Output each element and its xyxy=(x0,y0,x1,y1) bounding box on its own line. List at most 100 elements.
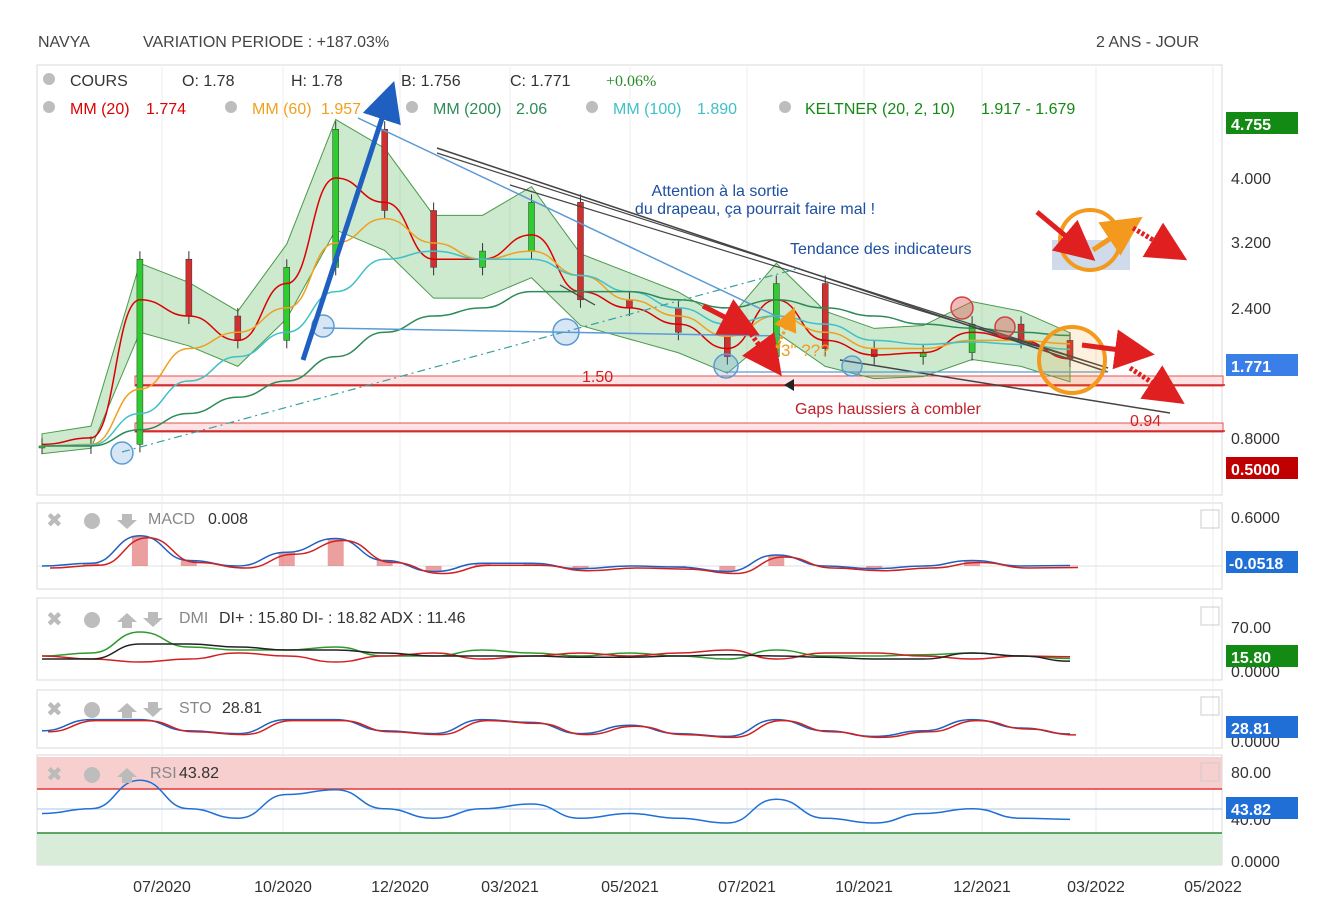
last-price-badge xyxy=(1226,354,1298,376)
maximize-icon[interactable] xyxy=(1200,606,1220,626)
price-tick: 0.8000 xyxy=(1231,431,1280,448)
gear-icon[interactable] xyxy=(225,101,237,113)
period-selector[interactable]: 2 ANS - JOUR xyxy=(1096,34,1200,51)
bottom-price-badge xyxy=(1226,457,1298,479)
close-icon[interactable]: ✖ xyxy=(46,510,63,532)
macd-histogram-bar xyxy=(719,566,736,572)
pivot-circle xyxy=(110,441,134,465)
gear-icon[interactable] xyxy=(779,101,791,113)
macd-histogram-bar xyxy=(768,555,785,566)
maximize-icon[interactable] xyxy=(1200,696,1220,716)
mm20-label: MM (20) xyxy=(70,101,130,118)
small-trend-segment xyxy=(559,284,596,306)
macd-label: MACD xyxy=(148,511,195,528)
candle-body xyxy=(185,258,193,317)
dmi-label: DMI xyxy=(179,610,208,627)
maximize-icon[interactable] xyxy=(1200,762,1220,782)
move-down-icon[interactable] xyxy=(143,612,163,627)
flag-lower-line xyxy=(322,327,781,337)
level-094-label: 0.94 xyxy=(1130,413,1161,430)
macd-histogram-bar xyxy=(180,560,197,566)
keltner-label: KELTNER (20, 2, 10) xyxy=(805,101,955,118)
mm100-label: MM (100) xyxy=(613,101,681,118)
trend-annotation: Tendance des indicateurs xyxy=(790,241,971,258)
move-up-icon[interactable] xyxy=(117,703,137,718)
last-price-badge-text: 1.771 xyxy=(1231,359,1271,376)
close-value: C: 1.771 xyxy=(510,73,571,90)
down-arrow-dotted xyxy=(742,328,782,377)
x-axis-tick-label: 07/2020 xyxy=(133,879,191,896)
up-arrow-dotted xyxy=(774,306,797,349)
candle-body xyxy=(626,299,633,309)
x-axis-tick-label: 03/2022 xyxy=(1067,879,1125,896)
sto-label: STO xyxy=(179,700,212,717)
gear-icon[interactable] xyxy=(84,702,100,718)
change-value: +0.06% xyxy=(606,73,656,90)
gear-icon[interactable] xyxy=(84,612,100,628)
flag-upper-line xyxy=(357,117,781,319)
close-icon[interactable]: ✖ xyxy=(46,699,63,721)
mm200-value: 2.06 xyxy=(516,101,547,118)
gear-icon[interactable] xyxy=(406,101,418,113)
legend-arrow-dotted xyxy=(1131,222,1188,261)
flag-warning-line2: du drapeau, ça pourrait faire mal ! xyxy=(635,201,875,218)
downtrend-line-3 xyxy=(509,184,1109,369)
high-value: H: 1.78 xyxy=(291,73,343,90)
top-price-badge-text: 4.755 xyxy=(1231,117,1271,134)
breakdown-arrow-dotted xyxy=(1128,365,1185,404)
candle-body xyxy=(234,315,242,341)
move-down-icon[interactable] xyxy=(117,514,137,529)
sto-badge-text: 28.81 xyxy=(1231,721,1271,738)
gaps-annotation: Gaps haussiers à combler xyxy=(795,401,982,418)
candle-body xyxy=(136,258,144,445)
low-value: B: 1.756 xyxy=(401,73,461,90)
macd-badge xyxy=(1226,551,1298,573)
cours-label: COURS xyxy=(70,73,128,90)
move-up-icon[interactable] xyxy=(117,613,137,628)
variation-label: VARIATION PERIODE : +187.03% xyxy=(143,34,390,51)
close-icon[interactable]: ✖ xyxy=(46,764,63,786)
pivot-circle xyxy=(552,318,580,346)
macd-axis-top: 0.6000 xyxy=(1231,510,1280,527)
pivot-circle xyxy=(841,355,863,377)
macd-histogram-bar xyxy=(572,566,589,569)
bottom-price-badge-text: 0.5000 xyxy=(1231,462,1280,479)
maximize-icon[interactable] xyxy=(1200,509,1220,529)
gear-icon[interactable] xyxy=(43,73,55,85)
moving-average-100 xyxy=(41,250,1071,447)
gear-icon[interactable] xyxy=(84,767,100,783)
gap-zone-094 xyxy=(134,422,1224,433)
macd-histogram-bar xyxy=(82,563,99,566)
x-axis-tick-label: 07/2021 xyxy=(718,879,776,896)
gear-icon[interactable] xyxy=(43,101,55,113)
gear-icon[interactable] xyxy=(84,513,100,529)
gear-icon[interactable] xyxy=(586,101,598,113)
rsi-oversold-zone xyxy=(37,833,1222,865)
moving-average-20 xyxy=(41,177,1071,446)
dmi-value: DI+ : 15.80 DI- : 18.82 ADX : 11.46 xyxy=(219,610,466,627)
resistance-circle xyxy=(950,296,974,320)
rsi-value: 43.82 xyxy=(179,765,219,782)
move-up-icon[interactable] xyxy=(117,768,137,783)
x-axis-tick-label: 05/2022 xyxy=(1184,879,1242,896)
breakout-arrow xyxy=(300,80,401,361)
macd-histogram-bar xyxy=(376,560,393,566)
lower-trend-line xyxy=(839,359,1171,414)
mm60-label: MM (60) xyxy=(252,101,312,118)
move-down-icon[interactable] xyxy=(143,702,163,717)
candle-body xyxy=(821,283,829,349)
rsi-overbought-zone xyxy=(37,757,1222,789)
legend-arrow-up xyxy=(1091,216,1143,256)
rsi-line xyxy=(41,779,1071,824)
candle-body xyxy=(430,210,437,268)
level-150-label: 1.50 xyxy=(582,369,613,386)
flag-warning-line1: Attention à la sortie xyxy=(652,183,789,200)
question-annotation: "3" ??? xyxy=(775,341,830,360)
macd-badge-text: -0.0518 xyxy=(1229,556,1283,573)
rsi-axis-top: 80.00 xyxy=(1231,765,1271,782)
symbol-label: NAVYA xyxy=(38,34,90,51)
breakout-up-arrow xyxy=(1081,329,1155,370)
price-tick: 3.200 xyxy=(1231,235,1271,252)
close-icon[interactable]: ✖ xyxy=(46,609,63,631)
resistance-circle xyxy=(994,316,1016,338)
